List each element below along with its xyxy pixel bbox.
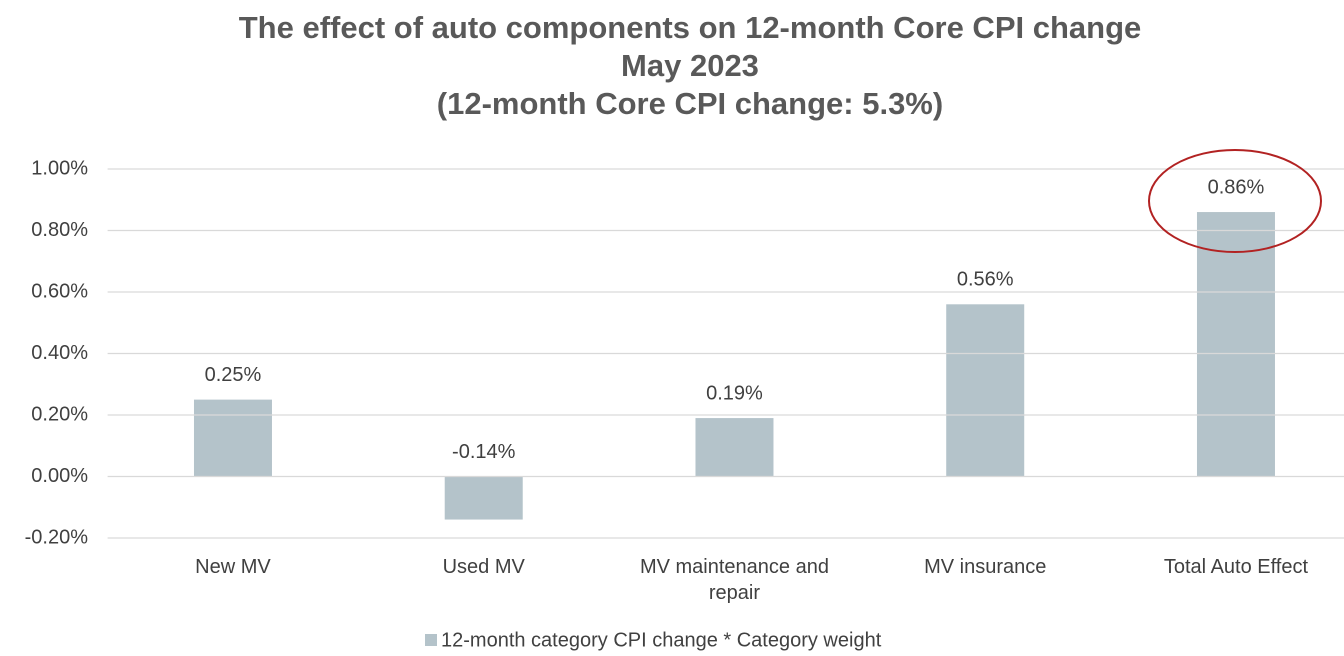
x-tick-label: Used MV (443, 556, 526, 578)
y-tick-label: -0.20% (25, 526, 89, 548)
x-tick-label: New MV (195, 556, 271, 578)
bar (695, 418, 774, 477)
highlight-circle (1148, 149, 1322, 253)
bar (1196, 212, 1275, 477)
data-label: 0.25% (205, 364, 262, 386)
y-tick-label: 0.40% (31, 342, 88, 364)
chart-title: May 2023 (621, 48, 759, 83)
y-tick-label: 0.60% (31, 280, 88, 302)
legend-label: 12-month category CPI change * Category … (441, 629, 882, 651)
data-label: 0.19% (706, 382, 763, 404)
y-tick-label: 0.80% (31, 219, 88, 241)
bar (444, 476, 523, 520)
legend-swatch (425, 634, 437, 646)
x-tick-label: MV maintenance and repair (640, 556, 829, 604)
x-tick-label: MV insurance (924, 556, 1046, 578)
data-label: 0.86% (1208, 176, 1265, 198)
x-tick-label-line: repair (709, 582, 760, 604)
y-tick-label: 0.20% (31, 403, 88, 425)
chart-title: The effect of auto components on 12-mont… (239, 10, 1142, 45)
x-tick-label-line: New MV (195, 556, 271, 578)
x-tick-label-line: Used MV (443, 556, 526, 578)
data-label: 0.56% (957, 269, 1014, 291)
x-tick-label-line: MV insurance (924, 556, 1046, 578)
data-label: -0.14% (452, 441, 516, 463)
bar (193, 399, 272, 477)
x-tick-label-line: Total Auto Effect (1164, 556, 1309, 578)
bar (946, 304, 1025, 477)
x-tick-label: Total Auto Effect (1164, 556, 1309, 578)
y-tick-label: 1.00% (31, 157, 88, 179)
y-tick-label: 0.00% (31, 465, 88, 487)
x-tick-label-line: MV maintenance and (640, 556, 829, 578)
chart-title: (12-month Core CPI change: 5.3%) (437, 86, 943, 121)
